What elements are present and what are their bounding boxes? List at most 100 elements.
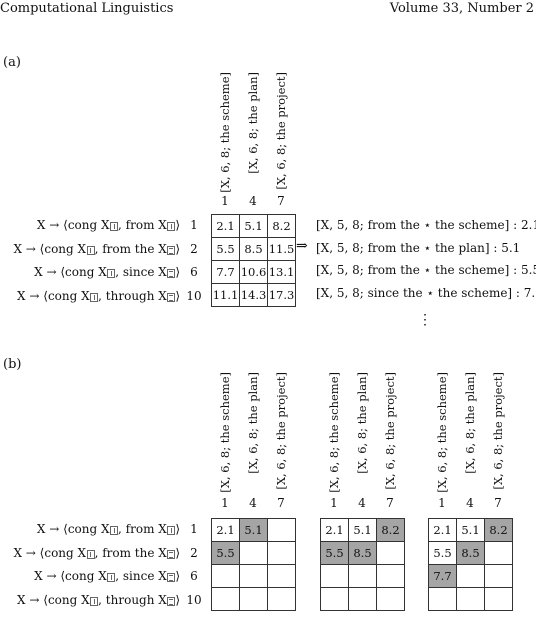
rule-suffix-text: ⟩: [175, 218, 180, 232]
index-box-icon: [167, 526, 176, 535]
rule-prefix-text: X → ⟨cong X: [36, 218, 110, 232]
running-header-right: Volume 33, Number 2: [389, 1, 534, 16]
grid-cell: [348, 587, 377, 611]
running-header-left: Computational Linguistics: [0, 1, 174, 16]
grid-cell: [348, 564, 377, 588]
grid-cell: 8.2: [376, 518, 405, 542]
grid-row: 11.1 14.3 17.3: [211, 283, 296, 307]
panel-b-column-label: [X, 6, 8; the scheme]: [435, 372, 449, 493]
panel-a-column-number: 4: [249, 194, 257, 208]
grid-cell: [456, 587, 485, 611]
grid-row: 2.1 5.1 8.2: [320, 518, 405, 542]
grid-cell: [211, 564, 240, 588]
panel-b-row-number: 1: [190, 522, 198, 536]
panel-b-grid: 2.1 5.1 5.5: [211, 518, 296, 611]
rule-middle-text: , from the X: [94, 545, 167, 560]
derivation-item: [X, 5, 8; from the ⋆ the scheme] : 5.5: [316, 263, 536, 277]
grid-cell: [320, 564, 349, 588]
panel-b-rule: X → ⟨cong X , through X ⟩: [17, 592, 180, 608]
panel-a-row-number: 1: [190, 218, 198, 232]
index-box-icon: [167, 245, 176, 255]
grid-cell: [484, 541, 513, 565]
grid-row: 7.7: [428, 564, 513, 588]
grid-cell: 2.1: [428, 518, 457, 542]
rule-middle-text: , through X: [98, 592, 167, 607]
panel-b-column-number: 7: [277, 496, 285, 510]
index-box-icon: [167, 222, 176, 231]
index-box-icon: [167, 269, 176, 279]
rule-middle-text: , since X: [115, 569, 167, 583]
implies-arrow: ⇒: [296, 238, 308, 254]
rule-suffix-text: ⟩: [175, 569, 180, 583]
panel-a-rule: X → ⟨cong X , from X ⟩: [37, 217, 180, 233]
panel-b-column-label: [X, 6, 8; the plan]: [463, 372, 477, 474]
grid-cell: 2.1: [211, 214, 240, 238]
grid-row: 2.1 5.1 8.2: [428, 518, 513, 542]
panel-a-column-number: 1: [221, 194, 229, 208]
panel-a-grid: 2.1 5.1 8.2 5.5 8.5 11.5 7.7 10.6 13.1 11.1 14.3 17…: [211, 214, 296, 307]
grid-cell: [267, 518, 296, 542]
panel-b-column-number: 1: [438, 496, 446, 510]
grid-row: 5.5 8.5: [320, 541, 405, 565]
grid-cell: 8.5: [348, 541, 377, 565]
grid-cell: [376, 564, 405, 588]
grid-cell: 8.5: [239, 237, 268, 261]
index-box-icon: [167, 293, 176, 303]
index-box-icon: [110, 222, 119, 231]
panel-b-column-number: 4: [466, 496, 474, 510]
index-box-icon: [107, 269, 116, 279]
panel-b-column-label: [X, 6, 8; the plan]: [246, 372, 260, 474]
grid-row: 5.5 8.5 11.5: [211, 237, 296, 261]
grid-cell: [267, 587, 296, 611]
panel-b-row-number: 6: [190, 569, 198, 583]
index-box-icon: [90, 596, 99, 606]
panel-b-column-label: [X, 6, 8; the project]: [491, 372, 505, 490]
panel-b-column-label: [X, 6, 8; the project]: [274, 372, 288, 490]
grid-row: [320, 564, 405, 588]
panel-a-rule: X → ⟨cong X , through X ⟩: [17, 288, 180, 304]
panel-b-column-label: [X, 6, 8; the project]: [383, 372, 397, 490]
panel-a-column-number: 7: [277, 194, 285, 208]
rule-suffix-text: ⟩: [175, 545, 180, 560]
grid-cell: [376, 587, 405, 611]
rule-middle-text: , from the X: [94, 241, 167, 256]
index-box-icon: [107, 573, 116, 582]
grid-cell: [320, 587, 349, 611]
derivation-item: [X, 5, 8; from the ⋆ the scheme] : 2.1: [316, 218, 536, 232]
grid-cell: [456, 564, 485, 588]
panel-a-row-number: 6: [190, 265, 198, 280]
panel-b-row-number: 2: [190, 545, 198, 560]
grid-cell: 7.7: [211, 260, 240, 284]
derivation-item: [X, 5, 8; from the ⋆ the plan] : 5.1: [316, 240, 521, 255]
rule-suffix-text: ⟩: [175, 241, 180, 256]
panel-b-rule: X → ⟨cong X , from X ⟩: [37, 521, 180, 537]
rule-suffix-text: ⟩: [175, 289, 180, 304]
panel-b-row-number: 10: [186, 592, 202, 607]
rule-suffix-text: ⟩: [175, 522, 180, 536]
grid-row: 5.5: [211, 541, 296, 565]
grid-cell: [239, 587, 268, 611]
rule-suffix-text: ⟩: [175, 592, 180, 607]
panel-b-column-label: [X, 6, 8; the scheme]: [218, 372, 232, 493]
rule-prefix-text: X → ⟨cong X: [34, 569, 107, 583]
grid-cell: 8.2: [484, 518, 513, 542]
grid-cell: 2.1: [320, 518, 349, 542]
panel-b-column-label: [X, 6, 8; the plan]: [355, 372, 369, 474]
grid-cell: 5.5: [428, 541, 457, 565]
index-box-icon: [86, 245, 95, 255]
index-box-icon: [167, 596, 176, 606]
index-box-icon: [167, 573, 176, 582]
grid-row: [211, 587, 296, 611]
grid-cell: 5.1: [456, 518, 485, 542]
panel-b-column-number: 1: [330, 496, 338, 510]
grid-cell: 5.1: [239, 214, 268, 238]
grid-cell: [239, 541, 268, 565]
panel-b-rule: X → ⟨cong X , from the X ⟩: [13, 545, 180, 561]
panel-b-column-number: 7: [386, 496, 394, 510]
grid-cell: 17.3: [267, 283, 296, 307]
grid-cell: [376, 541, 405, 565]
panel-a-rule: X → ⟨cong X , from the X ⟩: [13, 241, 180, 257]
rule-prefix-text: X → ⟨cong X: [13, 241, 87, 256]
rule-prefix-text: X → ⟨cong X: [17, 289, 90, 304]
panel-a-rule: X → ⟨cong X , since X ⟩: [34, 264, 180, 280]
